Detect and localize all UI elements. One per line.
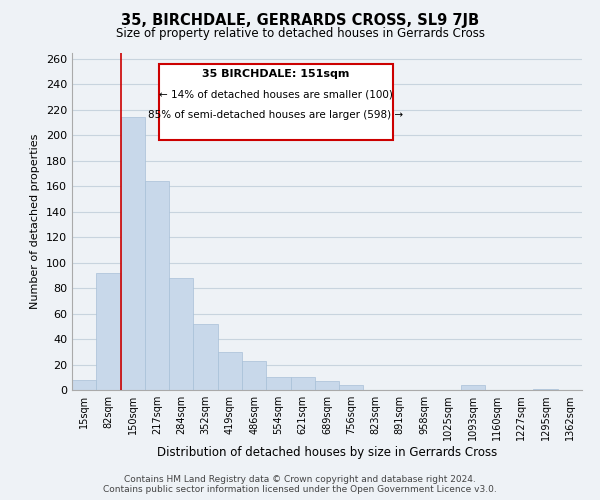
- Bar: [218, 352, 242, 390]
- Bar: [266, 378, 290, 390]
- Bar: [193, 324, 218, 390]
- Bar: [96, 273, 121, 390]
- Y-axis label: Number of detached properties: Number of detached properties: [31, 134, 40, 309]
- Bar: [461, 385, 485, 390]
- Bar: [339, 385, 364, 390]
- Bar: [145, 181, 169, 390]
- Bar: [290, 378, 315, 390]
- FancyBboxPatch shape: [158, 64, 394, 140]
- Bar: [533, 388, 558, 390]
- Bar: [315, 381, 339, 390]
- X-axis label: Distribution of detached houses by size in Gerrards Cross: Distribution of detached houses by size …: [157, 446, 497, 459]
- Text: 35 BIRCHDALE: 151sqm: 35 BIRCHDALE: 151sqm: [202, 70, 350, 80]
- Text: Size of property relative to detached houses in Gerrards Cross: Size of property relative to detached ho…: [115, 28, 485, 40]
- Bar: [72, 380, 96, 390]
- Text: 35, BIRCHDALE, GERRARDS CROSS, SL9 7JB: 35, BIRCHDALE, GERRARDS CROSS, SL9 7JB: [121, 12, 479, 28]
- Bar: [242, 360, 266, 390]
- Bar: [169, 278, 193, 390]
- Bar: [121, 118, 145, 390]
- Text: 85% of semi-detached houses are larger (598) →: 85% of semi-detached houses are larger (…: [148, 110, 404, 120]
- Text: Contains HM Land Registry data © Crown copyright and database right 2024.
Contai: Contains HM Land Registry data © Crown c…: [103, 474, 497, 494]
- Text: ← 14% of detached houses are smaller (100): ← 14% of detached houses are smaller (10…: [159, 90, 393, 100]
